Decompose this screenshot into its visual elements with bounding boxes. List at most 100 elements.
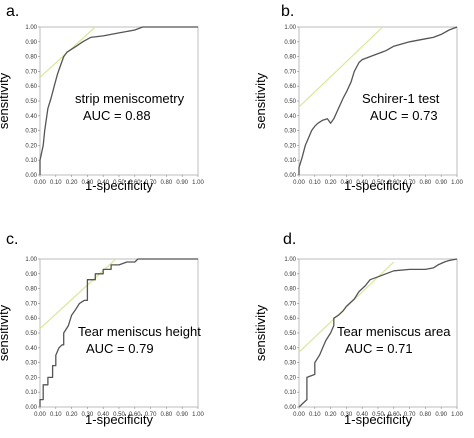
y-tick-label: 0.20 — [25, 375, 37, 381]
roc-panel-a: a. 0.00 0.10 0.20 0.30 0.40 0.50 0.60 0.70 0.80 0… — [0, 0, 237, 219]
panel-label: c. — [6, 231, 19, 248]
x-tick-label: 1.00 — [192, 412, 204, 418]
y-tick-label: 0.20 — [284, 375, 296, 381]
y-tick-label: 0.20 — [25, 143, 37, 149]
y-tick-label: 0.40 — [25, 346, 37, 352]
x-tick-label: 0.60 — [388, 180, 400, 186]
panel-label: d. — [283, 231, 297, 248]
x-tick-label: 0.00 — [34, 412, 46, 418]
x-tick-label: 0.90 — [176, 180, 188, 186]
x-tick-label: 0.70 — [404, 412, 416, 418]
panel-label: b. — [281, 3, 295, 20]
y-tick-label: 0.90 — [284, 272, 296, 278]
x-tick-label: 0.80 — [420, 412, 432, 418]
x-tick-label: 0.10 — [309, 412, 321, 418]
y-axis-title: sensitivity — [0, 72, 11, 129]
x-tick-label: 0.50 — [113, 412, 125, 418]
y-tick-label: 0.40 — [284, 114, 296, 120]
x-tick-label: 0.20 — [66, 412, 78, 418]
y-axis-title: sensitivity — [253, 304, 268, 361]
y-tick-label: 0.10 — [25, 390, 37, 396]
x-tick-label: 0.30 — [341, 180, 353, 186]
x-tick-label: 0.50 — [372, 412, 384, 418]
y-tick-label: 0.80 — [284, 287, 296, 293]
panel-label: a. — [6, 3, 20, 20]
y-tick-label: 0.60 — [25, 84, 37, 90]
roc-curve — [298, 258, 458, 408]
y-tick-label: 0.00 — [25, 405, 37, 411]
y-tick-label: 0.00 — [25, 173, 37, 179]
x-tick-label: 0.50 — [113, 180, 125, 186]
y-tick-label: 1.00 — [25, 257, 37, 263]
y-tick-label: 0.40 — [25, 114, 37, 120]
roc-chart-c: 0.000.100.200.300.400.500.600.700.800.90… — [0, 257, 204, 427]
roc-panel-c: c. 0.00 0.10 0.20 0.30 0.40 0.50 0.60 0.70 0.80 0… — [0, 219, 237, 438]
roc-curve — [39, 258, 198, 407]
y-tick-label: 0.10 — [284, 390, 296, 396]
annotation-label: Schirer-1 test — [362, 91, 440, 106]
x-tick-label: 0.70 — [145, 412, 157, 418]
y-tick-label: 0.30 — [25, 129, 37, 135]
x-tick-label: 0.80 — [161, 412, 173, 418]
x-tick-label: 0.00 — [34, 180, 46, 186]
x-tick-label: 0.50 — [372, 180, 384, 186]
y-tick-label: 0.50 — [284, 331, 296, 337]
y-tick-label: 0.60 — [284, 84, 296, 90]
y-tick-label: 0.70 — [284, 69, 296, 75]
x-tick-label: 1.00 — [451, 180, 463, 186]
annotation-label: strip meniscometry — [75, 91, 185, 106]
x-tick-label: 0.00 — [293, 180, 305, 186]
x-tick-label: 0.70 — [404, 180, 416, 186]
y-tick-label: 0.70 — [284, 301, 296, 307]
x-tick-label: 0.40 — [97, 412, 109, 418]
plot-area — [39, 26, 199, 176]
annotation-auc: AUC = 0.73 — [370, 108, 438, 123]
x-tick-label: 0.70 — [145, 180, 157, 186]
annotation-auc: AUC = 0.79 — [86, 341, 154, 356]
y-tick-label: 0.20 — [284, 143, 296, 149]
y-tick-label: 0.60 — [284, 316, 296, 322]
y-tick-label: 0.60 — [25, 316, 37, 322]
x-tick-label: 0.30 — [82, 412, 94, 418]
x-tick-label: 1.00 — [451, 412, 463, 418]
y-tick-label: 0.00 — [284, 405, 296, 411]
y-axis-title: sensitivity — [253, 72, 268, 129]
y-tick-label: 0.30 — [284, 129, 296, 135]
reference-line — [298, 26, 384, 108]
x-tick-label: 0.10 — [50, 180, 62, 186]
annotation-label: Tear meniscus area — [337, 324, 451, 339]
x-tick-label: 0.10 — [50, 412, 62, 418]
x-tick-label: 0.40 — [356, 180, 368, 186]
x-tick-label: 0.20 — [325, 180, 337, 186]
annotation-auc: AUC = 0.88 — [83, 108, 151, 123]
x-tick-label: 0.30 — [82, 180, 94, 186]
x-tick-label: 0.20 — [325, 412, 337, 418]
y-tick-label: 0.80 — [25, 55, 37, 61]
y-tick-label: 0.90 — [25, 40, 37, 46]
roc-curve — [39, 26, 198, 175]
x-tick-label: 0.10 — [309, 180, 321, 186]
x-tick-label: 0.90 — [176, 412, 188, 418]
x-axis-title: 1-specificity — [344, 178, 412, 193]
y-tick-label: 0.80 — [25, 287, 37, 293]
x-tick-label: 0.40 — [97, 180, 109, 186]
y-tick-label: 1.00 — [284, 257, 296, 263]
annotation-label: Tear meniscus height — [78, 324, 201, 339]
y-tick-label: 0.50 — [25, 331, 37, 337]
x-tick-label: 0.90 — [435, 412, 447, 418]
x-tick-label: 0.60 — [129, 412, 141, 418]
plot-area — [298, 258, 458, 408]
y-tick-label: 0.70 — [25, 69, 37, 75]
x-tick-label: 0.80 — [161, 180, 173, 186]
y-tick-label: 1.00 — [284, 25, 296, 31]
x-axis-title: 1-specificity — [85, 412, 153, 427]
y-tick-label: 0.10 — [284, 158, 296, 164]
x-tick-label: 0.40 — [356, 412, 368, 418]
y-axis-title: sensitivity — [0, 304, 11, 361]
y-tick-label: 0.50 — [25, 99, 37, 105]
roc-chart-d: 0.000.100.200.300.400.500.600.700.800.90… — [253, 257, 463, 427]
y-tick-label: 0.40 — [284, 346, 296, 352]
y-tick-label: 0.30 — [284, 361, 296, 367]
y-tick-label: 0.70 — [25, 301, 37, 307]
roc-chart-b: 0.000.100.200.300.400.500.600.700.800.90… — [253, 25, 463, 193]
